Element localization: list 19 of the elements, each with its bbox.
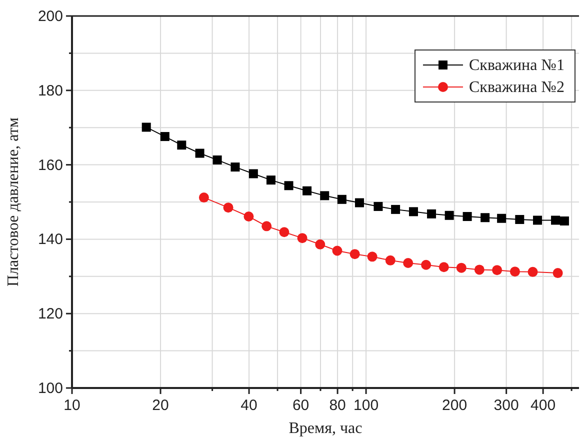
x-tick-label: 10: [64, 397, 80, 414]
x-tick-label: 20: [152, 397, 169, 414]
y-tick-label: 200: [38, 8, 63, 25]
x-tick-label: 200: [442, 397, 468, 414]
y-axis-title: Пластовое давление, атм: [5, 118, 22, 286]
x-tick-label: 400: [530, 397, 556, 414]
y-tick-label: 100: [38, 380, 63, 397]
y-tick-label: 180: [38, 82, 63, 100]
x-axis-title: Время, час: [288, 420, 362, 437]
y-tick-label: 120: [38, 306, 63, 323]
x-tick-label: 80: [329, 397, 346, 414]
x-tick-label: 100: [354, 397, 379, 414]
x-tick-label: 300: [494, 397, 519, 414]
y-tick-label: 160: [38, 156, 63, 174]
legend-label: Скважина №2: [469, 79, 564, 96]
x-tick-label: 60: [292, 397, 310, 414]
legend-label: Скважина №1: [469, 57, 564, 74]
y-tick-label: 140: [38, 231, 63, 248]
x-tick-label: 40: [240, 397, 258, 414]
